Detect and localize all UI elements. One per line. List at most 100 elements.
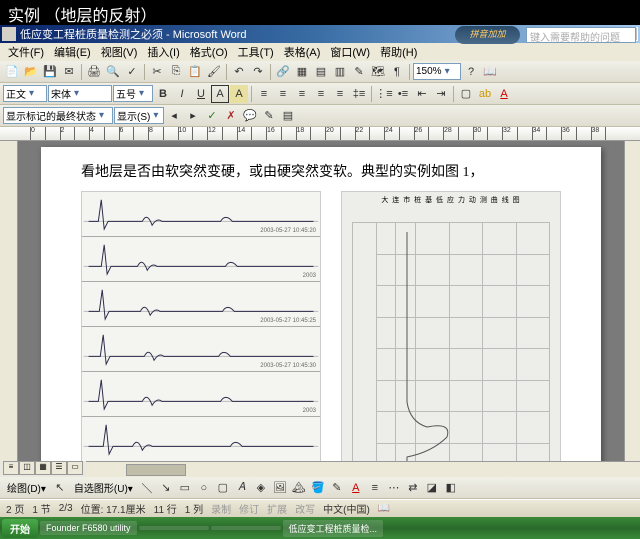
comment-button[interactable]: 💬 xyxy=(241,107,259,125)
normal-view-button[interactable]: ≡ xyxy=(3,461,19,475)
diagram-tool[interactable]: ◈ xyxy=(252,479,270,497)
table-button[interactable]: ▦ xyxy=(293,63,311,81)
align-right-button[interactable]: ≡ xyxy=(293,85,311,103)
reading-view-button[interactable]: ▭ xyxy=(67,461,83,475)
menu-help[interactable]: 帮助(H) xyxy=(376,43,421,61)
menu-insert[interactable]: 插入(I) xyxy=(143,43,183,61)
textbox-tool[interactable]: ▢ xyxy=(214,479,232,497)
dash-style-button[interactable]: ⋯ xyxy=(385,479,403,497)
line-style-button[interactable]: ≡ xyxy=(366,479,384,497)
undo-button[interactable]: ↶ xyxy=(230,63,248,81)
start-button[interactable]: 开始 xyxy=(2,519,38,538)
arrow-tool[interactable]: ↘ xyxy=(157,479,175,497)
format-painter-button[interactable]: 🖌 xyxy=(205,63,223,81)
align-left-button[interactable]: ≡ xyxy=(255,85,273,103)
outline-view-button[interactable]: ☰ xyxy=(51,461,67,475)
char-shading-button[interactable]: A xyxy=(230,85,248,103)
task-item-1[interactable]: Founder F6580 utility xyxy=(40,521,137,535)
web-view-button[interactable]: ◫ xyxy=(19,461,35,475)
show-markup-select[interactable]: 显示(S) xyxy=(114,107,164,124)
print-button[interactable]: 🖨 xyxy=(85,63,103,81)
draw-menu[interactable]: 绘图(D)▾ xyxy=(3,480,50,495)
rect-tool[interactable]: ▭ xyxy=(176,479,194,497)
picture-tool[interactable]: 🏔 xyxy=(290,479,308,497)
three-d-button[interactable]: ◧ xyxy=(442,479,460,497)
columns-button[interactable]: ▥ xyxy=(331,63,349,81)
map-button[interactable]: 🗺 xyxy=(369,63,387,81)
cut-button[interactable]: ✂ xyxy=(148,63,166,81)
zoom-select[interactable]: 150% xyxy=(413,63,461,80)
new-doc-button[interactable]: 📄 xyxy=(3,63,21,81)
size-select[interactable]: 五号 xyxy=(113,85,153,102)
align-center-button[interactable]: ≡ xyxy=(274,85,292,103)
open-button[interactable]: 📂 xyxy=(22,63,40,81)
line-spacing-button[interactable]: ‡≡ xyxy=(350,85,368,103)
line-color-button[interactable]: ✎ xyxy=(328,479,346,497)
horizontal-scrollbar[interactable] xyxy=(86,461,640,477)
fill-color-button[interactable]: 🪣 xyxy=(309,479,327,497)
distribute-button[interactable]: ≡ xyxy=(331,85,349,103)
next-change-button[interactable]: ▸ xyxy=(184,107,202,125)
menu-table[interactable]: 表格(A) xyxy=(280,43,325,61)
indent-dec-button[interactable]: ⇤ xyxy=(413,85,431,103)
line-tool[interactable]: ＼ xyxy=(138,479,156,497)
mail-button[interactable]: ✉ xyxy=(60,63,78,81)
prev-change-button[interactable]: ◂ xyxy=(165,107,183,125)
document-page[interactable]: 看地层是否由软突然变硬，或由硬突然变软。典型的实例如图 1， 2003-05-2… xyxy=(41,147,601,461)
drawing-toolbar: 绘图(D)▾ ↖ 自选图形(U)▾ ＼ ↘ ▭ ○ ▢ 𝐴 ◈ 🖼 🏔 🪣 ✎ … xyxy=(0,477,640,499)
excel-button[interactable]: ▤ xyxy=(312,63,330,81)
save-button[interactable]: 💾 xyxy=(41,63,59,81)
spell-button[interactable]: ✓ xyxy=(123,63,141,81)
autoshapes-menu[interactable]: 自选图形(U)▾ xyxy=(70,480,137,495)
menu-window[interactable]: 窗口(W) xyxy=(326,43,374,61)
clipart-tool[interactable]: 🖼 xyxy=(271,479,289,497)
wordart-tool[interactable]: 𝐴 xyxy=(233,479,251,497)
reviewing-pane-button[interactable]: ▤ xyxy=(279,107,297,125)
select-objects-button[interactable]: ↖ xyxy=(51,479,69,497)
track-display-select[interactable]: 显示标记的最终状态 xyxy=(3,107,113,124)
vertical-scrollbar[interactable] xyxy=(624,141,640,461)
style-select[interactable]: 正文 xyxy=(3,85,47,102)
task-item-2[interactable] xyxy=(139,526,209,530)
drawing-button[interactable]: ✎ xyxy=(350,63,368,81)
arrow-style-button[interactable]: ⇄ xyxy=(404,479,422,497)
oval-tool[interactable]: ○ xyxy=(195,479,213,497)
horizontal-ruler[interactable]: 02468101214161820222426283032343638 xyxy=(0,127,640,141)
char-border-button[interactable]: A xyxy=(211,85,229,103)
status-book-icon[interactable]: 📖 xyxy=(378,503,390,514)
font-color-button[interactable]: A xyxy=(495,85,513,103)
track-changes-button[interactable]: ✎ xyxy=(260,107,278,125)
menu-view[interactable]: 视图(V) xyxy=(97,43,142,61)
bullets-button[interactable]: •≡ xyxy=(394,85,412,103)
font-select[interactable]: 宋体 xyxy=(48,85,112,102)
help-search-input[interactable]: 键入需要帮助的问题 xyxy=(526,27,636,43)
menu-edit[interactable]: 编辑(E) xyxy=(50,43,95,61)
hyperlink-button[interactable]: 🔗 xyxy=(274,63,292,81)
paste-button[interactable]: 📋 xyxy=(186,63,204,81)
copy-button[interactable]: ⎘ xyxy=(167,63,185,81)
italic-button[interactable]: I xyxy=(173,85,191,103)
preview-button[interactable]: 🔍 xyxy=(104,63,122,81)
menu-tools[interactable]: 工具(T) xyxy=(234,43,278,61)
vertical-ruler[interactable] xyxy=(0,141,18,461)
read-button[interactable]: 📖 xyxy=(481,63,499,81)
justify-button[interactable]: ≡ xyxy=(312,85,330,103)
help-button[interactable]: ? xyxy=(462,63,480,81)
draw-font-color-button[interactable]: A xyxy=(347,479,365,497)
task-item-3[interactable] xyxy=(211,526,281,530)
print-view-button[interactable]: ▦ xyxy=(35,461,51,475)
redo-button[interactable]: ↷ xyxy=(249,63,267,81)
task-item-4[interactable]: 低应变工程桩质量检... xyxy=(283,520,384,537)
bold-button[interactable]: B xyxy=(154,85,172,103)
indent-inc-button[interactable]: ⇥ xyxy=(432,85,450,103)
paragraph-button[interactable]: ¶ xyxy=(388,63,406,81)
highlight-button[interactable]: ab xyxy=(476,85,494,103)
shadow-button[interactable]: ◪ xyxy=(423,479,441,497)
menu-file[interactable]: 文件(F) xyxy=(4,43,48,61)
numbering-button[interactable]: ⋮≡ xyxy=(375,85,393,103)
underline-button[interactable]: U xyxy=(192,85,210,103)
accept-button[interactable]: ✓ xyxy=(203,107,221,125)
reject-button[interactable]: ✗ xyxy=(222,107,240,125)
border-button[interactable]: ▢ xyxy=(457,85,475,103)
menu-format[interactable]: 格式(O) xyxy=(186,43,232,61)
